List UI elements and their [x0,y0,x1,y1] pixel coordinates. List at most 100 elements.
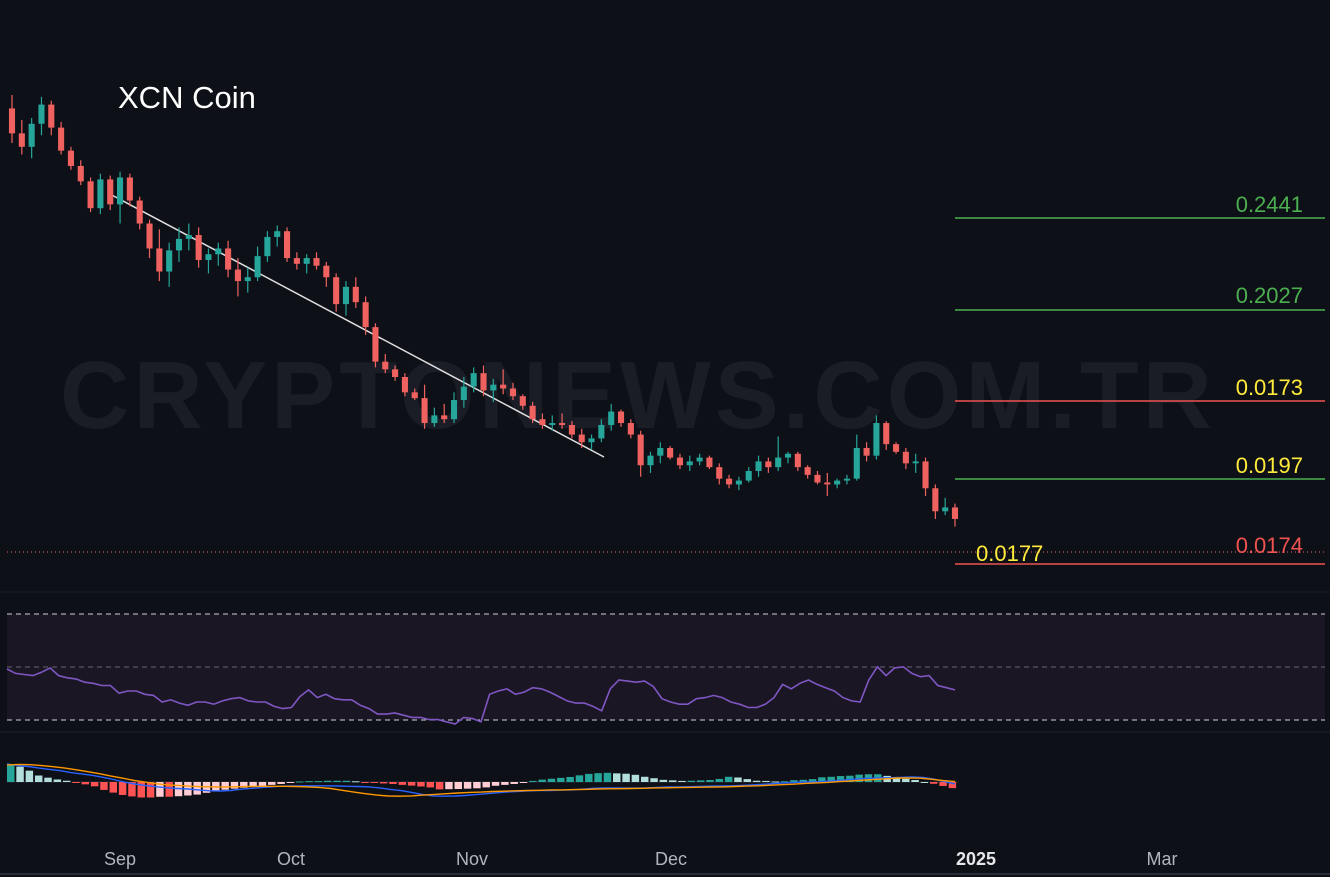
candle[interactable] [794,451,801,471]
candle[interactable] [175,227,183,262]
candle[interactable] [333,273,340,312]
candle[interactable] [372,323,379,368]
candle[interactable] [392,365,399,381]
candle[interactable] [912,453,919,473]
candle[interactable] [667,446,674,460]
candle[interactable] [578,428,585,448]
candle[interactable] [726,474,733,489]
candle[interactable] [676,453,684,470]
candle[interactable] [215,242,222,266]
candle[interactable] [608,403,615,431]
candle[interactable] [362,296,369,335]
candle[interactable] [411,388,418,401]
candle[interactable] [568,421,575,439]
candle[interactable] [87,177,94,213]
candle[interactable] [686,455,693,471]
candle[interactable] [804,465,811,479]
candle[interactable] [283,227,291,262]
candle[interactable] [696,453,703,466]
candle[interactable] [843,474,850,485]
candle[interactable] [588,434,595,450]
candle[interactable] [500,369,507,395]
candle[interactable] [431,407,438,427]
candle[interactable] [195,227,202,268]
candle[interactable] [716,463,723,485]
candle[interactable] [647,451,654,473]
candle[interactable] [126,173,133,207]
candle[interactable] [303,254,310,274]
candle[interactable] [146,219,153,259]
candle[interactable] [559,413,566,429]
candle[interactable] [893,442,900,454]
candle[interactable] [617,409,625,427]
macd-bar [137,782,145,798]
candle[interactable] [441,403,448,424]
candle[interactable] [382,353,389,374]
candle[interactable] [156,229,163,282]
candle[interactable] [480,365,487,397]
candle[interactable] [529,401,536,424]
candle[interactable] [264,231,271,262]
candle[interactable] [450,392,458,424]
candle[interactable] [755,455,762,477]
candle[interactable] [824,472,831,496]
candle[interactable] [313,252,320,270]
candle[interactable] [942,497,949,516]
candle[interactable] [136,196,143,230]
candle[interactable] [274,225,281,247]
candle[interactable] [244,267,251,293]
candle[interactable] [549,415,556,431]
candle[interactable] [539,413,546,429]
candle[interactable] [775,436,782,471]
candle[interactable] [117,171,124,224]
candle[interactable] [765,457,772,473]
candle[interactable] [519,394,526,410]
candle[interactable] [293,252,300,270]
candle[interactable] [185,223,192,251]
candle[interactable] [814,471,821,485]
candle[interactable] [873,415,880,460]
candle[interactable] [234,258,241,297]
candle[interactable] [853,434,860,481]
candle[interactable] [225,240,232,278]
candle[interactable] [97,173,104,214]
candle[interactable] [951,503,959,527]
candle[interactable] [932,484,939,519]
candle[interactable] [107,175,114,211]
candle[interactable] [922,457,929,496]
candle[interactable] [67,146,74,170]
candle[interactable] [834,478,841,489]
candle[interactable] [18,119,25,155]
candle[interactable] [784,451,792,464]
candle[interactable] [401,373,408,397]
candle[interactable] [735,476,742,491]
candle[interactable] [28,118,35,159]
candle[interactable] [58,121,65,155]
candle[interactable] [205,248,212,274]
candle[interactable] [323,261,330,287]
candle[interactable] [490,378,497,402]
candle[interactable] [352,277,359,308]
candle[interactable] [254,246,261,282]
candle[interactable] [902,447,909,470]
candle[interactable] [598,419,605,443]
candle[interactable] [342,281,350,316]
candle[interactable] [657,442,664,464]
candle[interactable] [421,384,428,429]
candle-body [28,123,35,147]
candle[interactable] [883,421,890,450]
candle[interactable] [8,95,16,143]
candle[interactable] [460,377,467,408]
candle[interactable] [509,382,517,401]
candle[interactable] [470,367,477,393]
candle[interactable] [637,430,644,477]
candle[interactable] [863,442,870,462]
candle[interactable] [77,160,84,186]
candle[interactable] [38,96,45,136]
candle[interactable] [706,455,713,470]
candle[interactable] [627,419,634,439]
candle[interactable] [48,100,55,136]
candle[interactable] [166,242,173,287]
candle[interactable] [745,467,752,483]
